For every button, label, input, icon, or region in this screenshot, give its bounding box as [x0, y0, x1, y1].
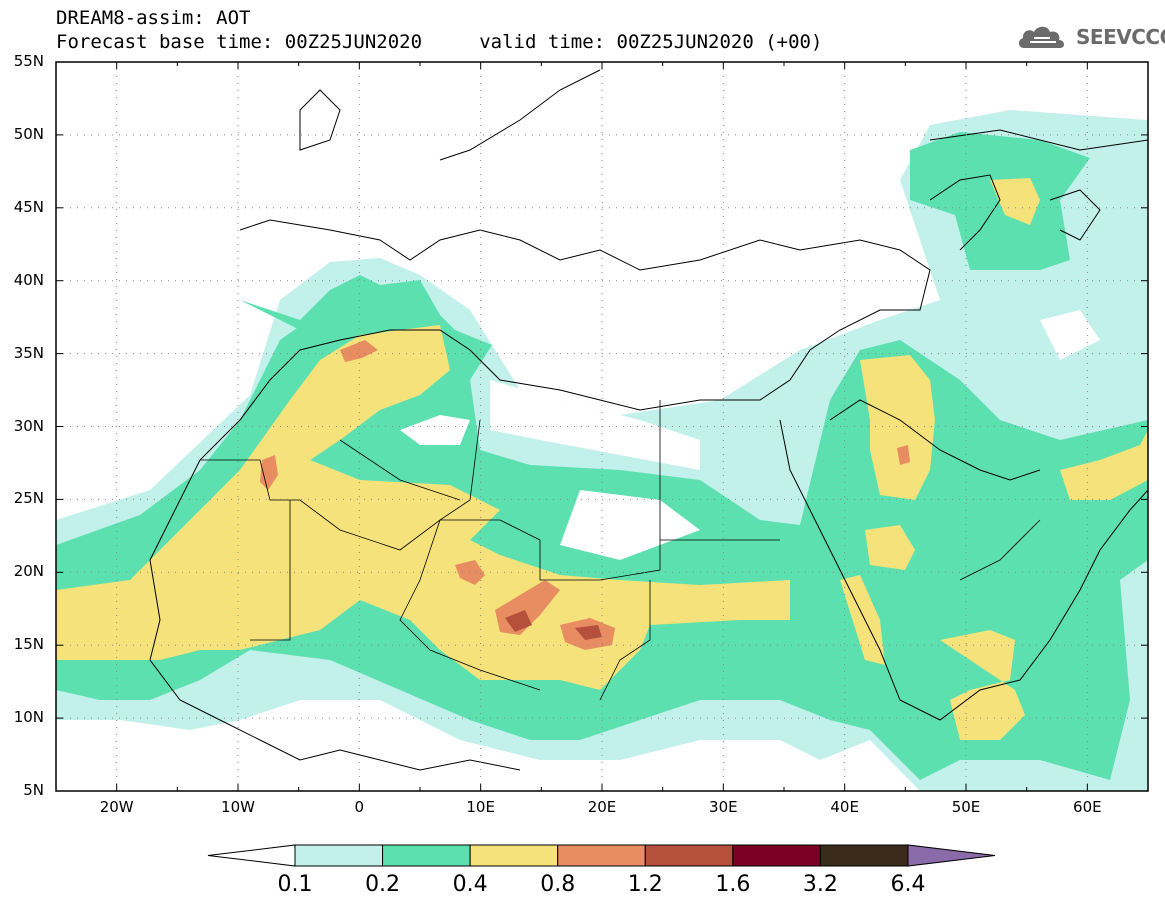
colorbar-segment [644, 844, 734, 867]
colorbar-segment [294, 844, 384, 867]
country-borders [200, 400, 1041, 701]
lat-tick-label: 30N [13, 416, 44, 435]
colorbar [207, 844, 996, 867]
map-title: DREAM8-assim: AOT [56, 7, 251, 29]
aot-low-areas [400, 310, 1100, 560]
lon-tick-label: 20E [587, 798, 617, 816]
colorbar-level-label: 0.2 [365, 872, 401, 897]
colorbar-segment [819, 844, 909, 867]
colorbar-level-label: 0.8 [540, 872, 576, 897]
colorbar-level-label: 0.4 [452, 872, 488, 897]
lat-tick-label: 10N [13, 708, 44, 727]
lon-tick-label: 10W [221, 798, 255, 816]
lat-lon-grid [56, 62, 1148, 791]
lat-tick-label: 45N [13, 197, 44, 216]
lon-tick-label: 60E [1073, 798, 1102, 816]
colorbar-high-arrow [907, 844, 996, 867]
colorbar-segment [732, 844, 821, 867]
colorbar-level-label: 0.1 [277, 872, 313, 897]
lon-tick-label: 40E [830, 798, 859, 816]
colorbar-segment [469, 844, 559, 867]
lat-tick-label: 35N [13, 343, 44, 362]
lat-tick-label: 55N [13, 52, 44, 70]
lat-tick-label: 40N [13, 270, 44, 289]
colorbar-segment [557, 844, 646, 867]
lat-tick-label: 50N [13, 124, 44, 143]
aot-contour-0.4 [56, 178, 1148, 740]
lat-tick-label: 25N [13, 489, 44, 508]
colorbar-segment [382, 844, 471, 867]
colorbar-level-label: 6.4 [890, 872, 926, 897]
forecast-time-line: Forecast base time: 00Z25JUN2020 valid t… [56, 31, 823, 53]
logo-text: SEEVCCC [1076, 25, 1165, 49]
colorbar-level-label: 1.2 [627, 872, 663, 897]
lon-tick-label: 50E [951, 798, 981, 816]
lon-tick-label: 20W [99, 798, 134, 816]
lat-tick-label: 15N [13, 635, 44, 654]
lat-tick-label: 5N [23, 781, 44, 799]
lat-tick-label: 20N [13, 562, 44, 581]
colorbar-low-arrow [207, 844, 296, 867]
seevccc-logo: SEEVCCC [1016, 22, 1165, 52]
lon-tick-label: 0 [354, 798, 365, 816]
lon-tick-label: 10E [466, 798, 495, 816]
cloud-icon [1018, 26, 1065, 48]
aot-contour-1.2 [505, 610, 602, 640]
colorbar-level-label: 3.2 [802, 872, 838, 897]
coastlines [149, 69, 1148, 771]
lon-tick-label: 30E [709, 798, 738, 816]
axis-ticks [55, 61, 1149, 792]
colorbar-level-label: 1.6 [715, 872, 751, 897]
